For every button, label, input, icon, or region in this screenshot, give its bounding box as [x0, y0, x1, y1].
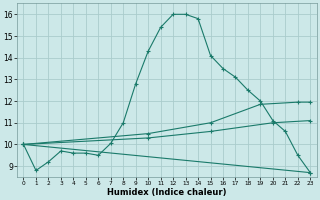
X-axis label: Humidex (Indice chaleur): Humidex (Indice chaleur) [107, 188, 227, 197]
